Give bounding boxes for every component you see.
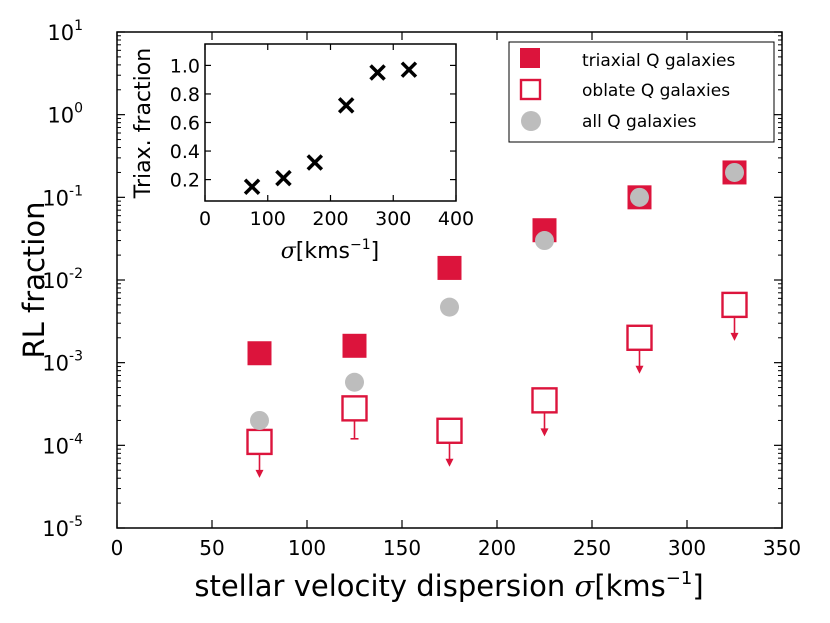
inset-y-tick-label: 1.0 xyxy=(170,55,200,77)
main-y-tick-label: 10-5 xyxy=(42,514,83,541)
inset-plot-marks xyxy=(243,61,418,195)
inset-plot: 0 100 200 300 400 0.2 0.4 0.6 0.8 1.0 σ[kms−1] T… xyxy=(131,43,474,264)
inset-point xyxy=(306,154,324,171)
main-y-tick-label: 10-2 xyxy=(42,266,83,293)
main-y-axis-title: RL fraction xyxy=(17,202,51,359)
inset-point xyxy=(243,178,261,195)
legend-marker-triaxial xyxy=(520,48,540,68)
inset-y-axis-title: Triax. fraction xyxy=(131,48,156,199)
oblate-upper-limit-arrow xyxy=(445,458,454,467)
oblate-upper-limit-arrow xyxy=(540,428,549,437)
oblate-upper-limit-arrow xyxy=(255,469,264,478)
legend-label-oblate: oblate Q galaxies xyxy=(582,81,730,101)
triaxial-point xyxy=(247,341,272,366)
inset-point xyxy=(369,64,386,81)
inset-x-axis-title: σ[kms−1] xyxy=(281,237,379,264)
main-x-tick-label: 200 xyxy=(478,536,516,560)
main-y-tick-label: 10-4 xyxy=(42,431,83,458)
inset-x-tick-label: 300 xyxy=(375,208,411,230)
legend-box xyxy=(508,41,775,143)
main-x-tick-label: 350 xyxy=(763,536,801,560)
oblate-upper-limit-arrow xyxy=(635,365,644,374)
main-y-axis-ticks: 101 100 10-1 10-2 10-3 10-4 10-5 xyxy=(42,18,782,541)
inset-x-axis-title-symbol: σ xyxy=(281,239,297,264)
oblate-point xyxy=(436,417,463,444)
main-x-tick-label: 300 xyxy=(668,536,706,560)
inset-x-tick-label: 400 xyxy=(438,208,474,230)
inset-x-tick-label: 0 xyxy=(199,208,211,230)
all-q-point xyxy=(250,410,269,430)
all-q-point xyxy=(725,162,744,182)
main-y-tick-label: 10-3 xyxy=(42,349,83,376)
main-x-tick-label: 150 xyxy=(383,536,421,560)
inset-plot-frame xyxy=(204,43,457,202)
all-q-point xyxy=(440,297,459,317)
inset-x-axis-title-unit-exponent: −1 xyxy=(350,237,371,253)
main-x-tick-label: 0 xyxy=(111,536,124,560)
oblate-point xyxy=(721,291,748,319)
main-x-tick-label: 250 xyxy=(573,536,611,560)
legend-label-triaxial: triaxial Q galaxies xyxy=(582,51,736,71)
oblate-point xyxy=(341,395,368,422)
main-x-axis-title-unit-exponent: −1 xyxy=(666,568,693,589)
all-q-point xyxy=(535,231,554,251)
inset-y-tick-label: 0.2 xyxy=(170,170,200,192)
inset-point xyxy=(400,61,418,78)
main-x-axis-title-unit: [kms xyxy=(594,569,665,603)
inset-x-tick-label: 200 xyxy=(312,208,348,230)
inset-x-axis-title-unit-close: ] xyxy=(371,239,380,264)
inset-x-axis-ticks: 0 100 200 300 400 xyxy=(199,44,474,230)
oblate-point xyxy=(626,324,653,351)
legend-marker-all xyxy=(521,111,541,131)
triaxial-point xyxy=(342,333,367,358)
main-x-axis-title: stellar velocity dispersion σ[kms−1] xyxy=(194,568,703,603)
legend-label-all: all Q galaxies xyxy=(582,112,697,132)
legend-marker-oblate xyxy=(519,78,542,101)
main-plot: 0 50 100 150 200 250 300 350 101 100 10-1 10-2 10-3… xyxy=(17,18,801,603)
oblate-upper-limit-arrow xyxy=(730,332,739,341)
all-q-point xyxy=(630,187,649,207)
main-plot-marks xyxy=(246,160,748,478)
inset-y-tick-label: 0.6 xyxy=(170,113,200,135)
inset-y-tick-label: 0.4 xyxy=(170,141,200,163)
main-x-axis-ticks: 0 50 100 150 200 250 300 350 xyxy=(111,32,801,560)
triaxial-point xyxy=(437,255,462,280)
inset-y-tick-label: 0.8 xyxy=(170,84,200,106)
inset-x-tick-label: 100 xyxy=(250,208,286,230)
all-q-point xyxy=(345,372,364,392)
inset-point xyxy=(337,97,355,114)
inset-point xyxy=(275,169,292,187)
main-y-tick-label: 10-1 xyxy=(42,183,83,210)
oblate-point xyxy=(531,387,558,414)
oblate-point xyxy=(246,428,273,456)
inset-y-axis-ticks: 0.2 0.4 0.6 0.8 1.0 xyxy=(170,55,456,192)
main-x-axis-title-text: stellar velocity dispersion xyxy=(194,569,565,603)
main-x-axis-title-unit-close: ] xyxy=(692,569,703,603)
main-x-axis-title-symbol: σ xyxy=(575,569,596,603)
main-y-tick-label: 100 xyxy=(47,101,83,128)
main-x-tick-label: 50 xyxy=(199,536,224,560)
inset-x-axis-title-unit: [kms xyxy=(296,239,350,264)
main-y-tick-label: 101 xyxy=(47,18,83,45)
legend: triaxial Q galaxies oblate Q galaxies al… xyxy=(508,41,775,143)
main-x-tick-label: 100 xyxy=(288,536,326,560)
